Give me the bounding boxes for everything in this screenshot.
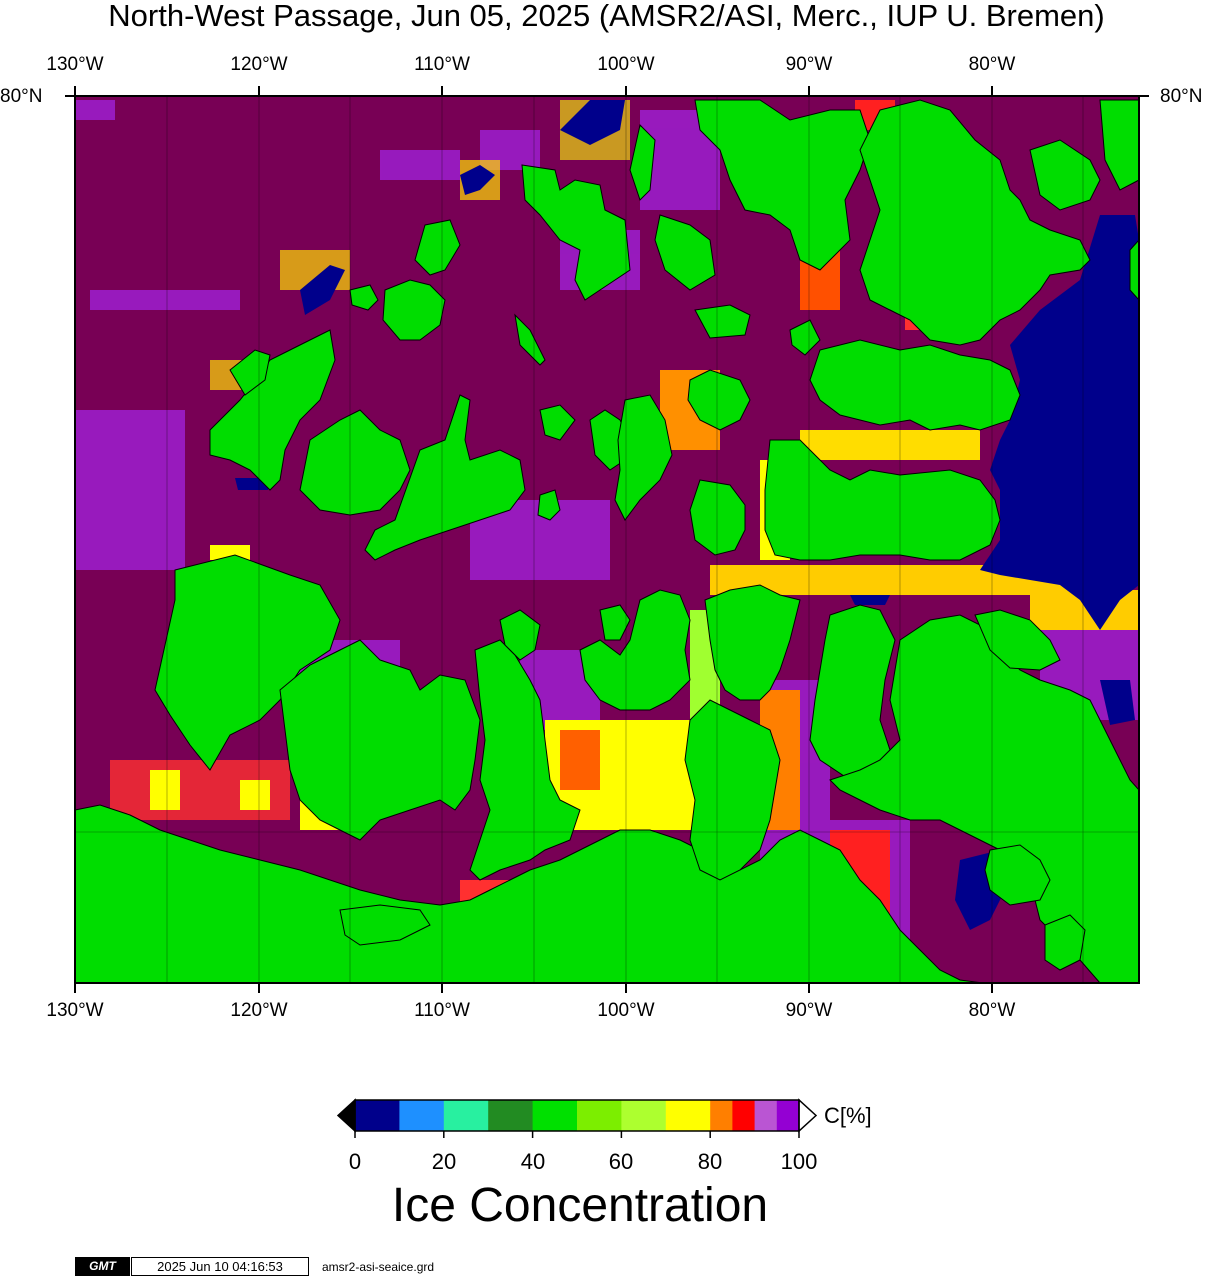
graticule [75, 96, 1139, 983]
land-polygon [809, 339, 1021, 431]
colorbar-cell [577, 1100, 622, 1131]
colorbar-unit: C[%] [824, 1103, 872, 1128]
land-polygon [229, 349, 271, 396]
land-polygon [499, 609, 541, 661]
lat-label-right: 80°N [1160, 86, 1203, 107]
land-polygon [539, 404, 576, 441]
land-polygon [514, 313, 546, 366]
lon-label-bottom: 130°W [46, 1000, 104, 1021]
grid-filename: amsr2-asi-seaice.grd [322, 1260, 435, 1274]
colorbar-cell [532, 1100, 578, 1131]
colorbar-tick-label: 40 [520, 1149, 546, 1174]
land-polygon [689, 479, 746, 556]
land-polygon [299, 409, 411, 516]
land-polygon [614, 394, 673, 521]
land-polygon [75, 804, 984, 983]
lon-label-top: 110°W [414, 54, 470, 75]
lon-label-top: 130°W [46, 54, 104, 75]
land-polygon [1029, 139, 1101, 211]
map-frame [74, 95, 1140, 984]
colorbar-high-arrow [798, 1098, 818, 1133]
lon-label-top: 80°W [968, 54, 1016, 75]
land-polygon [154, 554, 341, 771]
land-polygon [349, 284, 379, 311]
land-polygon [414, 219, 461, 276]
gmt-logo: GMT [75, 1257, 130, 1276]
colorbar-cell [776, 1100, 800, 1131]
colorbar-tick-label: 60 [608, 1149, 634, 1174]
land-polygon [364, 394, 526, 561]
lon-label-bottom: 80°W [968, 1000, 1016, 1021]
colorbar-cell [754, 1100, 778, 1131]
land-polygon [694, 304, 751, 339]
colorbar-tick-label: 20 [431, 1149, 457, 1174]
land-polygon [1044, 914, 1086, 971]
colorbar-tick-label: 0 [348, 1149, 362, 1174]
colorbar-tick-label: 80 [697, 1149, 723, 1174]
land-polygon [687, 369, 751, 431]
colorbar-cell [488, 1100, 534, 1131]
colorbar-cell [732, 1100, 756, 1131]
colorbar-cell [355, 1100, 400, 1131]
land-polygon [859, 99, 1091, 346]
colorbar-title: Ice Concentration [391, 1179, 769, 1232]
land-polygon [279, 639, 481, 841]
land-polygon [579, 589, 691, 711]
colorbar-cell [443, 1100, 489, 1131]
land-polygon [1129, 239, 1139, 301]
lon-label-top: 90°W [785, 54, 833, 75]
land-polygon [521, 164, 631, 301]
colorbar-low-arrow [336, 1098, 356, 1133]
lon-label-bottom: 90°W [785, 1000, 833, 1021]
land-masses [75, 99, 1139, 983]
land-polygon [339, 904, 431, 946]
frame-ticks [65, 86, 1149, 993]
land-polygon [599, 604, 631, 641]
land-polygon [654, 214, 716, 291]
land-polygon [469, 639, 581, 881]
colorbar-tick-label: 100 [780, 1149, 818, 1174]
land-polygon [694, 99, 871, 271]
land-polygon [684, 699, 781, 881]
colorbar [336, 1098, 818, 1138]
land-polygon [1099, 99, 1139, 191]
colorbar-ticks [354, 1131, 800, 1138]
lat-label-left: 80°N [0, 86, 43, 107]
lon-label-bottom: 110°W [414, 1000, 470, 1021]
land-polygon [974, 609, 1061, 671]
lon-label-bottom: 100°W [597, 1000, 655, 1021]
lon-label-top: 120°W [230, 54, 288, 75]
colorbar-frame [354, 1099, 800, 1132]
land-polygon [629, 124, 656, 201]
land-polygon [984, 844, 1051, 906]
lon-label-top: 100°W [597, 54, 655, 75]
map-title: North-West Passage, Jun 05, 2025 (AMSR2/… [108, 0, 1105, 33]
colorbar-cell [621, 1100, 667, 1131]
land-polygon [537, 489, 561, 521]
land-polygon [789, 319, 821, 356]
colorbar-cell [710, 1100, 733, 1131]
lon-label-bottom: 120°W [230, 1000, 288, 1021]
colorbar-cell [399, 1100, 445, 1131]
colorbar-cell [665, 1100, 711, 1131]
ice-concentration-map [65, 86, 1149, 993]
land-polygon [382, 279, 446, 341]
timestamp: 2025 Jun 10 04:16:53 [131, 1257, 309, 1276]
land-polygon [704, 584, 801, 701]
land-polygon [764, 439, 1001, 561]
